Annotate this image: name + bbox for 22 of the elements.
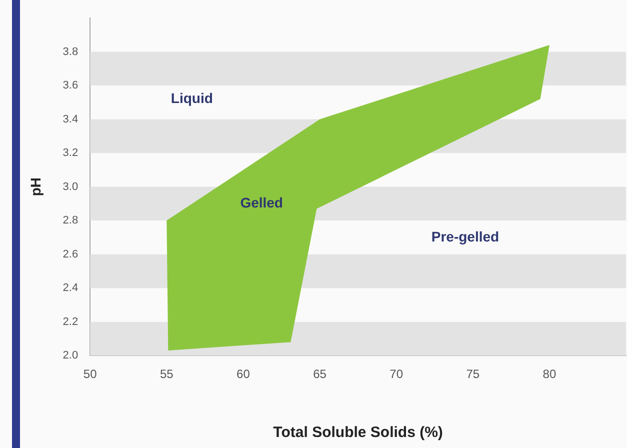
x-tick-label: 70	[390, 367, 404, 382]
y-tick-label: 3.6	[62, 80, 78, 92]
x-tick-label: 60	[236, 367, 250, 382]
y-tick-label: 2.8	[62, 214, 78, 227]
y-tick-label: 2.0	[62, 350, 78, 362]
annotation: Liquid	[170, 90, 213, 106]
annotation: Gelled	[240, 194, 283, 211]
y-tick-label: 3.8	[62, 46, 78, 58]
y-tick-label: 2.6	[62, 248, 78, 260]
y-tick-label: 2.2	[62, 316, 78, 328]
y-tick-label: 2.4	[62, 282, 78, 294]
y-tick-label: 3.2	[62, 147, 78, 160]
y-tick-label: 3.4	[62, 113, 78, 126]
x-tick-label: 75	[466, 367, 480, 382]
x-tick-label: 50	[83, 367, 98, 382]
x-axis-title: Total Soluble Solids (%)	[273, 424, 443, 442]
y-axis-title: pH	[27, 177, 44, 196]
x-tick-label: 80	[542, 367, 556, 382]
annotation: Pre-gelled	[431, 228, 500, 244]
x-tick-label: 55	[160, 367, 174, 382]
x-tick-label: 65	[313, 367, 327, 382]
y-tick-label: 3.0	[62, 180, 78, 193]
